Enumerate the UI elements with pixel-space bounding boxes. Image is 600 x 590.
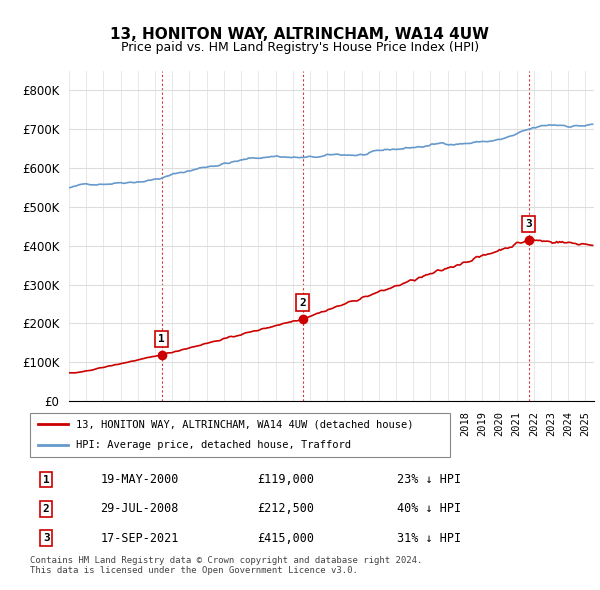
Text: £415,000: £415,000 <box>257 532 314 545</box>
Text: 13, HONITON WAY, ALTRINCHAM, WA14 4UW: 13, HONITON WAY, ALTRINCHAM, WA14 4UW <box>110 27 490 41</box>
Text: 1: 1 <box>43 474 50 484</box>
Text: 40% ↓ HPI: 40% ↓ HPI <box>397 502 461 516</box>
Text: £119,000: £119,000 <box>257 473 314 486</box>
Text: 3: 3 <box>43 533 50 543</box>
Text: 19-MAY-2000: 19-MAY-2000 <box>100 473 179 486</box>
Text: 13, HONITON WAY, ALTRINCHAM, WA14 4UW (detached house): 13, HONITON WAY, ALTRINCHAM, WA14 4UW (d… <box>76 419 414 429</box>
FancyBboxPatch shape <box>30 413 450 457</box>
Text: Price paid vs. HM Land Registry's House Price Index (HPI): Price paid vs. HM Land Registry's House … <box>121 41 479 54</box>
Text: 1: 1 <box>158 334 165 344</box>
Text: 2: 2 <box>299 298 306 308</box>
Text: 23% ↓ HPI: 23% ↓ HPI <box>397 473 461 486</box>
Text: 2: 2 <box>43 504 50 514</box>
Text: 3: 3 <box>526 219 532 229</box>
Text: 29-JUL-2008: 29-JUL-2008 <box>100 502 179 516</box>
Text: 17-SEP-2021: 17-SEP-2021 <box>100 532 179 545</box>
Text: £212,500: £212,500 <box>257 502 314 516</box>
Text: Contains HM Land Registry data © Crown copyright and database right 2024.
This d: Contains HM Land Registry data © Crown c… <box>30 556 422 575</box>
Text: 31% ↓ HPI: 31% ↓ HPI <box>397 532 461 545</box>
Text: HPI: Average price, detached house, Trafford: HPI: Average price, detached house, Traf… <box>76 440 351 450</box>
